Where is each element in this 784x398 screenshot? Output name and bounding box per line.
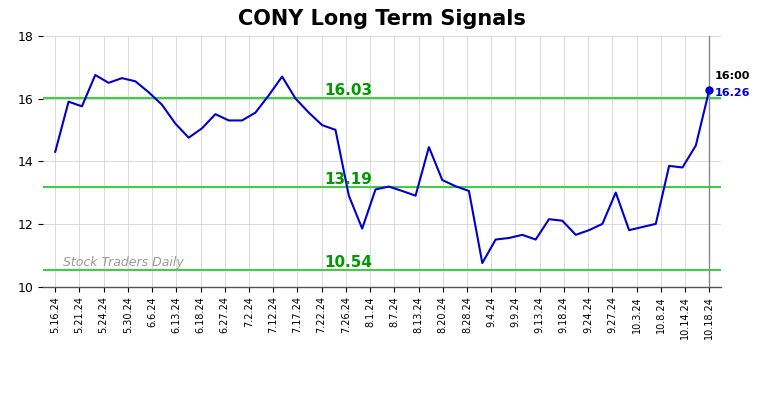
Text: 16.03: 16.03 (325, 82, 372, 98)
Text: 10.54: 10.54 (325, 255, 372, 269)
Text: 16.26: 16.26 (715, 88, 750, 98)
Text: Stock Traders Daily: Stock Traders Daily (64, 256, 184, 269)
Text: 16:00: 16:00 (715, 71, 750, 81)
Text: 13.19: 13.19 (325, 172, 372, 187)
Title: CONY Long Term Signals: CONY Long Term Signals (238, 9, 526, 29)
